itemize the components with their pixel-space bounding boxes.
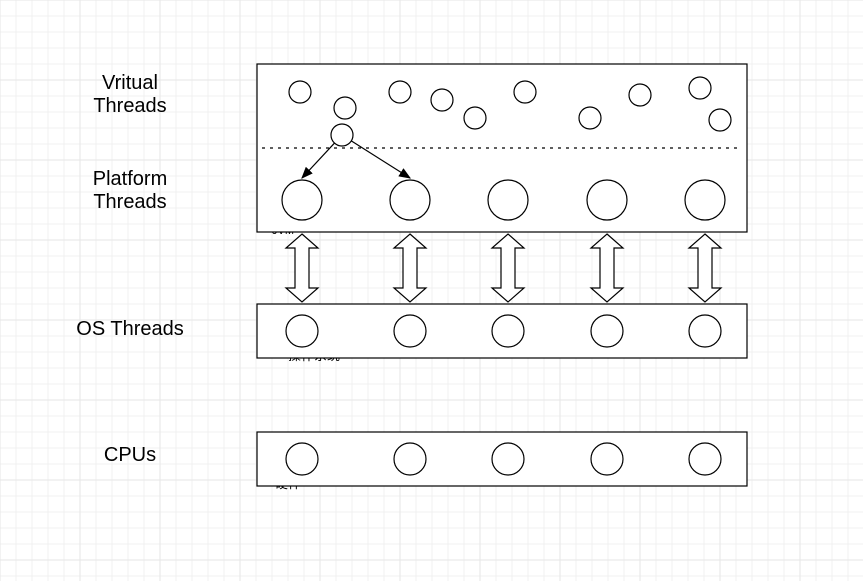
cpu-4 <box>689 443 721 475</box>
bidir-arrow-3 <box>591 234 623 302</box>
virtual-thread-7 <box>629 84 651 106</box>
diagram-canvas: Vritual Threads Platform Threads OS Thre… <box>0 0 863 581</box>
os-thread-3 <box>591 315 623 347</box>
virtual-thread-3 <box>431 89 453 111</box>
cpu-2 <box>492 443 524 475</box>
platform-thread-0 <box>282 180 322 220</box>
virtual-thread-1 <box>334 97 356 119</box>
virtual-thread-2 <box>389 81 411 103</box>
cpu-1 <box>394 443 426 475</box>
os-thread-4 <box>689 315 721 347</box>
os-thread-2 <box>492 315 524 347</box>
platform-thread-2 <box>488 180 528 220</box>
virtual-thread-10 <box>331 124 353 146</box>
platform-thread-1 <box>390 180 430 220</box>
virtual-thread-0 <box>289 81 311 103</box>
virtual-thread-4 <box>464 107 486 129</box>
architecture-diagram <box>0 0 863 581</box>
cpu-0 <box>286 443 318 475</box>
os-thread-1 <box>394 315 426 347</box>
bidir-arrow-0 <box>286 234 318 302</box>
virtual-thread-6 <box>579 107 601 129</box>
platform-thread-3 <box>587 180 627 220</box>
platform-thread-4 <box>685 180 725 220</box>
cpu-3 <box>591 443 623 475</box>
bidir-arrow-2 <box>492 234 524 302</box>
virtual-thread-5 <box>514 81 536 103</box>
virtual-thread-8 <box>689 77 711 99</box>
bidir-arrow-1 <box>394 234 426 302</box>
bidir-arrow-4 <box>689 234 721 302</box>
virtual-thread-9 <box>709 109 731 131</box>
os-thread-0 <box>286 315 318 347</box>
